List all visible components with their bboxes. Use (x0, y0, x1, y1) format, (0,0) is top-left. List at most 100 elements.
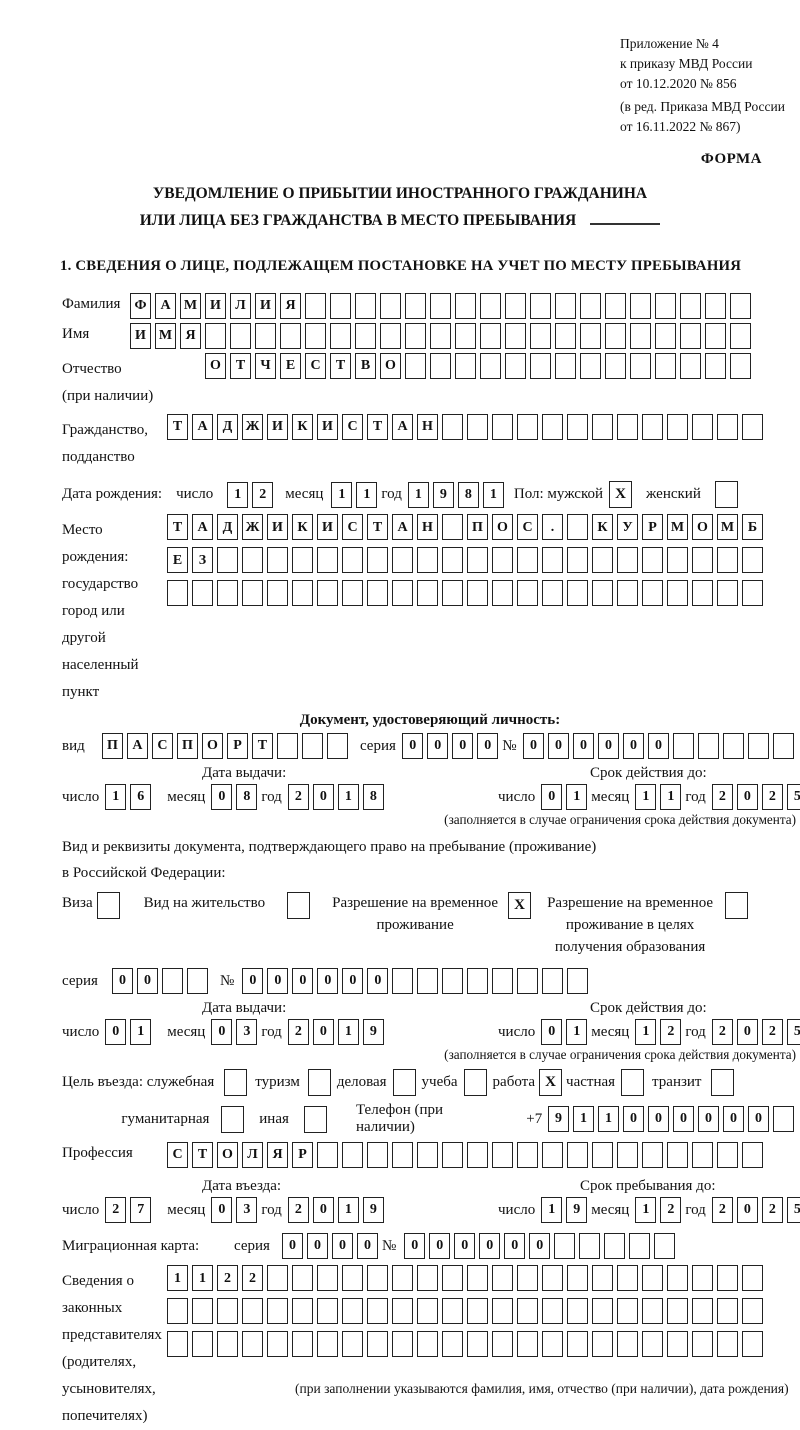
char-cell[interactable] (492, 1265, 513, 1291)
purpose-official-checkbox[interactable] (224, 1069, 248, 1096)
char-cell[interactable] (642, 1142, 663, 1168)
char-cell[interactable]: 2 (252, 481, 274, 508)
char-cell[interactable] (717, 414, 738, 440)
char-cell[interactable]: 9 (362, 1019, 384, 1045)
char-cell[interactable] (505, 293, 526, 319)
char-cell[interactable] (642, 1265, 663, 1291)
char-cell[interactable]: А (155, 293, 176, 319)
char-cell[interactable] (342, 1331, 363, 1357)
char-cell[interactable]: Д (217, 414, 238, 440)
char-cell[interactable] (517, 1331, 538, 1357)
char-cell[interactable] (276, 733, 298, 759)
char-cell[interactable] (692, 1265, 713, 1291)
char-cell[interactable] (517, 547, 538, 573)
char-cell[interactable]: 9 (432, 481, 454, 508)
char-cell[interactable]: 2 (711, 1197, 733, 1223)
purpose-other-checkbox[interactable] (304, 1105, 328, 1133)
char-cell[interactable]: 0 (504, 1233, 526, 1259)
char-cell[interactable] (773, 1106, 794, 1132)
char-cell[interactable]: Т (367, 414, 388, 440)
char-cell[interactable]: 6 (130, 784, 152, 810)
char-cell[interactable] (492, 1298, 513, 1324)
char-cell[interactable] (417, 547, 438, 573)
char-cell[interactable] (642, 1331, 663, 1357)
char-cell[interactable] (417, 1298, 438, 1324)
char-cell[interactable] (442, 1142, 463, 1168)
char-cell[interactable]: 1 (337, 1197, 359, 1223)
char-cell[interactable] (317, 1265, 338, 1291)
char-cell[interactable] (417, 968, 439, 994)
char-cell[interactable]: 0 (211, 1197, 233, 1223)
char-cell[interactable] (692, 547, 713, 573)
char-cell[interactable] (680, 323, 701, 349)
char-cell[interactable]: 9 (566, 1197, 588, 1223)
char-cell[interactable] (167, 580, 188, 606)
char-cell[interactable]: 0 (541, 784, 563, 810)
char-cell[interactable] (567, 968, 589, 994)
char-cell[interactable] (604, 1233, 626, 1259)
char-cell[interactable]: Т (251, 733, 273, 759)
char-cell[interactable] (592, 1298, 613, 1324)
char-cell[interactable]: К (292, 514, 313, 540)
char-cell[interactable]: И (205, 293, 226, 319)
char-cell[interactable]: 0 (105, 1019, 127, 1045)
char-cell[interactable]: П (101, 733, 123, 759)
char-cell[interactable] (567, 580, 588, 606)
char-cell[interactable] (417, 1331, 438, 1357)
char-cell[interactable] (467, 1142, 488, 1168)
char-cell[interactable]: Н (417, 514, 438, 540)
char-cell[interactable] (455, 323, 476, 349)
char-cell[interactable]: Ж (242, 514, 263, 540)
char-cell[interactable] (605, 323, 626, 349)
char-cell[interactable] (330, 323, 351, 349)
char-cell[interactable] (698, 733, 719, 759)
char-cell[interactable] (367, 1298, 388, 1324)
char-cell[interactable] (480, 293, 501, 319)
char-cell[interactable] (367, 1265, 388, 1291)
char-cell[interactable]: Б (742, 514, 763, 540)
temp-permit-checkbox[interactable]: X (508, 892, 532, 919)
char-cell[interactable]: 1 (598, 1106, 619, 1132)
char-cell[interactable]: 5 (786, 784, 800, 810)
char-cell[interactable] (542, 547, 563, 573)
char-cell[interactable] (392, 1265, 413, 1291)
char-cell[interactable] (730, 293, 751, 319)
char-cell[interactable] (405, 323, 426, 349)
char-cell[interactable]: 0 (367, 968, 389, 994)
char-cell[interactable] (292, 1265, 313, 1291)
char-cell[interactable] (392, 1298, 413, 1324)
char-cell[interactable] (742, 414, 763, 440)
char-cell[interactable] (505, 353, 526, 379)
char-cell[interactable]: 0 (317, 968, 339, 994)
char-cell[interactable]: 0 (331, 1233, 353, 1259)
char-cell[interactable]: О (201, 733, 223, 759)
char-cell[interactable] (192, 580, 213, 606)
char-cell[interactable]: С (517, 514, 538, 540)
char-cell[interactable] (692, 414, 713, 440)
char-cell[interactable] (430, 323, 451, 349)
char-cell[interactable]: 1 (482, 481, 504, 508)
char-cell[interactable] (617, 1298, 638, 1324)
char-cell[interactable] (542, 1142, 563, 1168)
char-cell[interactable]: 1 (635, 1197, 657, 1223)
visa-checkbox[interactable] (96, 892, 120, 919)
char-cell[interactable] (367, 1142, 388, 1168)
char-cell[interactable]: О (380, 353, 401, 379)
char-cell[interactable] (517, 968, 539, 994)
char-cell[interactable]: 1 (635, 1019, 657, 1045)
char-cell[interactable]: 0 (748, 1106, 769, 1132)
char-cell[interactable]: К (292, 414, 313, 440)
char-cell[interactable] (680, 293, 701, 319)
char-cell[interactable] (717, 1331, 738, 1357)
char-cell[interactable] (542, 968, 564, 994)
char-cell[interactable] (317, 1331, 338, 1357)
char-cell[interactable]: 2 (287, 1197, 309, 1223)
char-cell[interactable] (442, 1298, 463, 1324)
char-cell[interactable] (342, 1265, 363, 1291)
char-cell[interactable]: Т (230, 353, 251, 379)
char-cell[interactable] (342, 580, 363, 606)
char-cell[interactable] (517, 1298, 538, 1324)
char-cell[interactable]: О (492, 514, 513, 540)
char-cell[interactable]: Ж (242, 414, 263, 440)
char-cell[interactable] (617, 580, 638, 606)
